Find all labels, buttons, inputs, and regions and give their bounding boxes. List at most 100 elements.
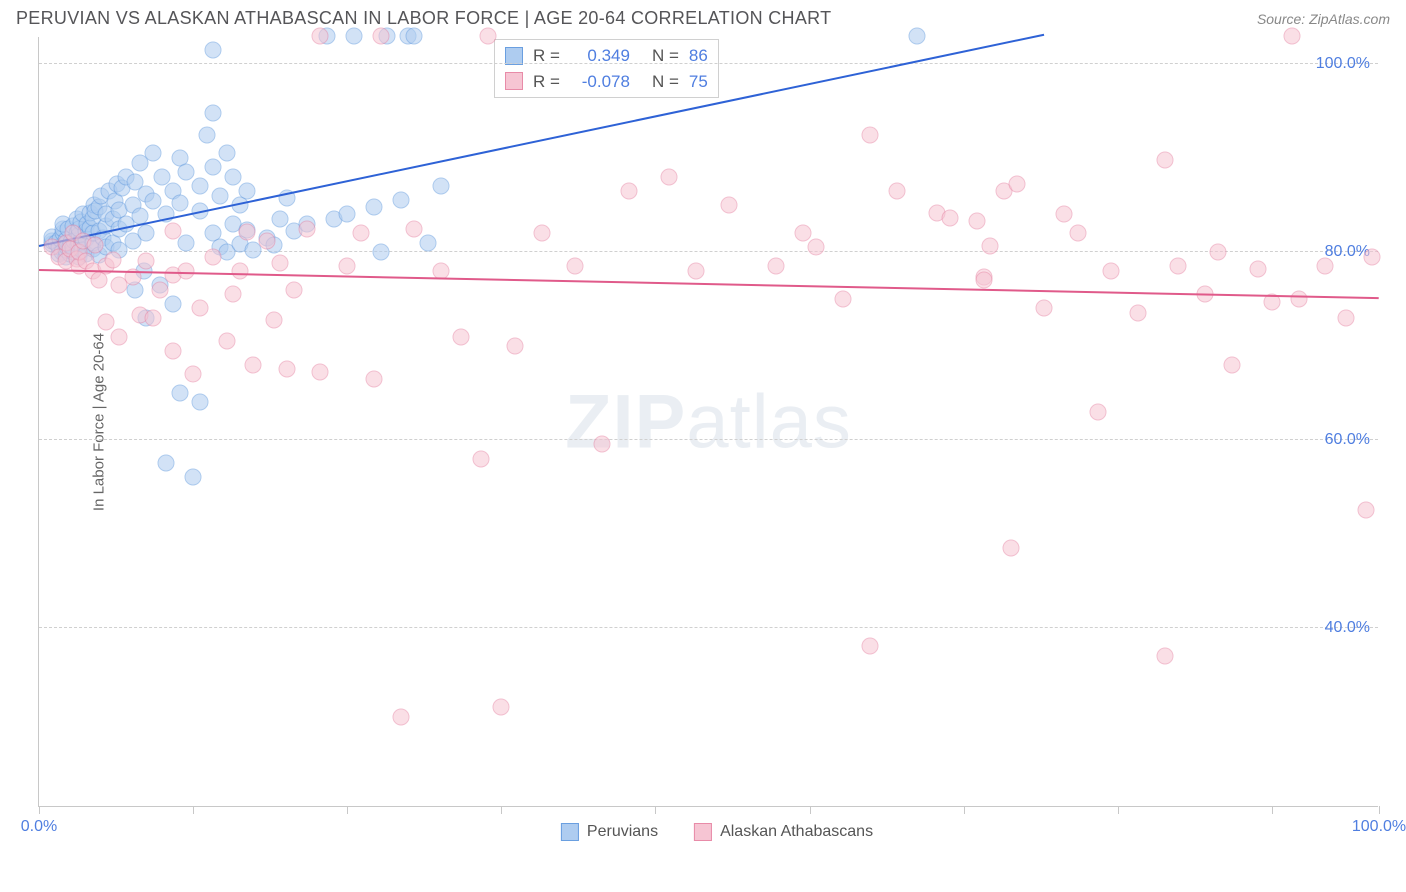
scatter-point xyxy=(265,311,282,328)
chart-header: PERUVIAN VS ALASKAN ATHABASCAN IN LABOR … xyxy=(0,0,1406,33)
legend-label: Alaskan Athabascans xyxy=(720,823,873,841)
y-tick-label: 60.0% xyxy=(1325,431,1370,449)
scatter-point xyxy=(372,243,389,260)
legend-label: Peruvians xyxy=(587,823,658,841)
gridline xyxy=(39,627,1378,628)
scatter-point xyxy=(232,262,249,279)
scatter-point xyxy=(1156,647,1173,664)
scatter-point xyxy=(433,178,450,195)
n-label: N = xyxy=(652,69,679,95)
scatter-point xyxy=(312,364,329,381)
x-tick xyxy=(193,806,194,814)
scatter-point xyxy=(1009,176,1026,193)
scatter-point xyxy=(392,708,409,725)
n-value: 75 xyxy=(689,69,708,95)
scatter-point xyxy=(1002,539,1019,556)
scatter-point xyxy=(794,225,811,242)
scatter-point xyxy=(218,333,235,350)
series-swatch-icon xyxy=(505,72,523,90)
scatter-point xyxy=(406,28,423,45)
scatter-point xyxy=(158,455,175,472)
scatter-point xyxy=(225,286,242,303)
scatter-point xyxy=(165,295,182,312)
scatter-point xyxy=(238,182,255,199)
scatter-point xyxy=(1210,243,1227,260)
scatter-point xyxy=(372,28,389,45)
scatter-point xyxy=(218,145,235,162)
scatter-point xyxy=(178,164,195,181)
scatter-point xyxy=(87,237,104,254)
stats-row: R =0.349N =86 xyxy=(505,43,708,69)
scatter-point xyxy=(185,366,202,383)
scatter-point xyxy=(473,450,490,467)
scatter-point xyxy=(942,210,959,227)
scatter-point xyxy=(285,281,302,298)
r-value: 0.349 xyxy=(570,43,630,69)
scatter-point xyxy=(245,356,262,373)
scatter-point xyxy=(593,436,610,453)
scatter-point xyxy=(861,638,878,655)
scatter-point xyxy=(171,195,188,212)
x-tick xyxy=(39,806,40,814)
n-value: 86 xyxy=(689,43,708,69)
scatter-point xyxy=(339,206,356,223)
scatter-point xyxy=(312,28,329,45)
scatter-point xyxy=(392,192,409,209)
scatter-point xyxy=(191,178,208,195)
scatter-point xyxy=(1357,502,1374,519)
scatter-point xyxy=(205,42,222,59)
scatter-point xyxy=(98,314,115,331)
scatter-point xyxy=(191,394,208,411)
scatter-point xyxy=(620,182,637,199)
scatter-point xyxy=(533,225,550,242)
scatter-point xyxy=(1036,300,1053,317)
scatter-point xyxy=(238,224,255,241)
series-swatch-icon xyxy=(505,47,523,65)
scatter-point xyxy=(506,337,523,354)
scatter-point xyxy=(1283,28,1300,45)
scatter-point xyxy=(453,328,470,345)
scatter-point xyxy=(138,253,155,270)
legend-swatch-icon xyxy=(561,823,579,841)
scatter-point xyxy=(982,238,999,255)
chart-title: PERUVIAN VS ALASKAN ATHABASCAN IN LABOR … xyxy=(16,8,831,29)
x-tick xyxy=(810,806,811,814)
scatter-point xyxy=(171,384,188,401)
scatter-point xyxy=(1170,258,1187,275)
x-tick-label: 0.0% xyxy=(21,818,57,836)
scatter-point xyxy=(205,248,222,265)
scatter-point xyxy=(687,262,704,279)
scatter-point xyxy=(1250,260,1267,277)
x-tick xyxy=(347,806,348,814)
scatter-point xyxy=(1103,262,1120,279)
x-tick xyxy=(1118,806,1119,814)
x-tick xyxy=(655,806,656,814)
gridline xyxy=(39,63,1378,64)
scatter-point xyxy=(258,232,275,249)
scatter-point xyxy=(1056,206,1073,223)
scatter-point xyxy=(366,370,383,387)
stats-row: R =-0.078N =75 xyxy=(505,69,708,95)
watermark: ZIPatlas xyxy=(565,378,852,465)
scatter-point xyxy=(908,28,925,45)
scatter-point xyxy=(151,281,168,298)
scatter-point xyxy=(165,223,182,240)
x-tick xyxy=(1272,806,1273,814)
scatter-point xyxy=(144,193,161,210)
scatter-point xyxy=(144,145,161,162)
scatter-point xyxy=(104,251,121,268)
scatter-point xyxy=(1317,258,1334,275)
scatter-point xyxy=(178,262,195,279)
plot-area: ZIPatlas R =0.349N =86R =-0.078N =75 100… xyxy=(38,37,1378,807)
scatter-point xyxy=(205,159,222,176)
scatter-point xyxy=(975,272,992,289)
scatter-point xyxy=(1223,356,1240,373)
scatter-point xyxy=(299,220,316,237)
gridline xyxy=(39,439,1378,440)
scatter-point xyxy=(366,198,383,215)
chart-container: In Labor Force | Age 20-64 ZIPatlas R =0… xyxy=(38,37,1396,807)
x-tick xyxy=(1379,806,1380,814)
scatter-point xyxy=(225,168,242,185)
legend-item-peruvians: Peruvians xyxy=(561,823,658,841)
scatter-point xyxy=(1156,151,1173,168)
